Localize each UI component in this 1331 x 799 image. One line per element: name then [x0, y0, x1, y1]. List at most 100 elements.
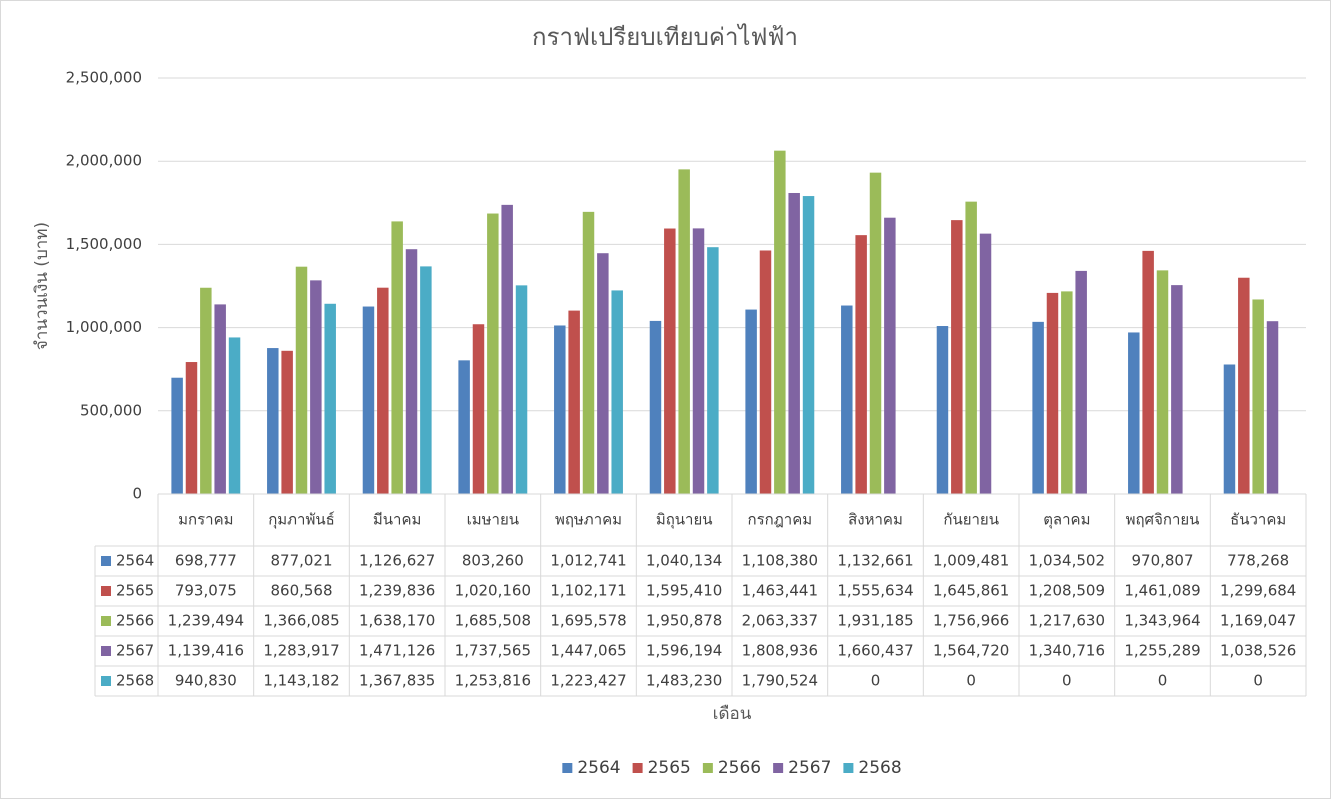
legend-label: 2567	[788, 758, 831, 778]
bar	[362, 306, 375, 494]
y-tick-label: 2,500,000	[66, 69, 142, 87]
legend-label: 2568	[858, 758, 901, 778]
bar	[979, 233, 992, 494]
bar	[692, 228, 705, 495]
bar	[1252, 299, 1264, 494]
table-cell: 1,737,565	[455, 642, 531, 660]
x-tick-label: พฤษภาคม	[555, 511, 622, 529]
x-tick-label: มีนาคม	[373, 511, 422, 529]
legend-label: 2564	[577, 758, 620, 778]
bar	[841, 305, 853, 494]
bar	[611, 290, 623, 494]
table-cell: 1,239,494	[168, 612, 244, 630]
bar	[1075, 270, 1087, 494]
legend-key	[632, 763, 643, 773]
bar	[774, 150, 786, 495]
y-tick-label: 500,000	[80, 401, 142, 419]
table-cell: 1,756,966	[933, 612, 1009, 630]
table-cell: 1,126,627	[359, 552, 435, 570]
table-cell: 1,143,182	[263, 672, 339, 690]
table-series-name: 2565	[116, 582, 154, 600]
table-cell: 1,102,171	[550, 582, 626, 600]
table-cell: 793,075	[175, 582, 237, 600]
table-cell: 1,596,194	[646, 642, 722, 660]
table-cell: 1,340,716	[1029, 642, 1105, 660]
table-cell: 1,564,720	[933, 642, 1009, 660]
bar	[745, 309, 757, 494]
table-cell: 1,461,089	[1124, 582, 1200, 600]
table-cell: 803,260	[462, 552, 524, 570]
bar	[171, 377, 183, 494]
table-cell: 1,208,509	[1029, 582, 1105, 600]
bar	[405, 249, 418, 494]
bar	[884, 217, 896, 494]
bar	[515, 285, 528, 494]
bar	[707, 247, 719, 494]
table-cell: 0	[1253, 672, 1263, 690]
bar	[1142, 250, 1154, 494]
bar	[281, 350, 293, 494]
table-cell: 0	[1158, 672, 1168, 690]
chart-title: กราฟเปรียบเทียบค่าไฟฟ้า	[532, 23, 798, 51]
bar	[649, 320, 662, 494]
legend-label: 2566	[718, 758, 761, 778]
y-tick-label: 2,000,000	[66, 152, 142, 170]
table-cell: 877,021	[270, 552, 332, 570]
bar	[228, 337, 241, 494]
table-cell: 0	[966, 672, 976, 690]
table-cell: 1,695,578	[550, 612, 626, 630]
table-cell: 1,034,502	[1029, 552, 1105, 570]
bar	[1156, 270, 1169, 494]
bar	[1171, 285, 1183, 494]
table-legend-key	[101, 556, 111, 566]
table-cell: 1,790,524	[742, 672, 818, 690]
table-cell: 1,483,230	[646, 672, 722, 690]
table-cell: 1,638,170	[359, 612, 435, 630]
table-cell: 860,568	[270, 582, 332, 600]
table-cell: 1,038,526	[1220, 642, 1296, 660]
table-cell: 1,020,160	[455, 582, 531, 600]
bar	[936, 326, 949, 494]
legend-key	[562, 763, 573, 773]
table-cell: 1,132,661	[837, 552, 913, 570]
table-legend-key	[101, 586, 111, 596]
bar	[391, 221, 403, 494]
bar	[377, 287, 389, 494]
table-cell: 1,169,047	[1220, 612, 1296, 630]
bar	[788, 192, 800, 494]
bar	[678, 169, 690, 494]
x-tick-label: สิงหาคม	[848, 511, 903, 529]
bar	[568, 310, 580, 494]
bar	[214, 304, 226, 494]
bar	[324, 303, 336, 494]
bar	[582, 211, 595, 494]
bar	[1223, 364, 1236, 494]
table-cell: 1,343,964	[1124, 612, 1200, 630]
x-tick-label: ธันวาคม	[1230, 511, 1286, 529]
bar	[200, 287, 212, 494]
table-cell: 1,950,878	[646, 612, 722, 630]
table-cell: 1,040,134	[646, 552, 722, 570]
table-cell: 778,268	[1227, 552, 1289, 570]
table-cell: 1,685,508	[455, 612, 531, 630]
table-cell: 1,366,085	[263, 612, 339, 630]
table-cell: 2,063,337	[742, 612, 818, 630]
table-cell: 1,255,289	[1124, 642, 1200, 660]
x-tick-label: กันยายน	[943, 511, 999, 529]
bar	[501, 204, 513, 494]
table-cell: 1,253,816	[455, 672, 531, 690]
table-legend-key	[101, 646, 111, 656]
bar	[1128, 332, 1140, 494]
table-cell: 1,009,481	[933, 552, 1009, 570]
bar	[869, 172, 882, 494]
bar	[1266, 321, 1279, 494]
x-tick-label: ตุลาคม	[1043, 511, 1090, 530]
table-legend-key	[101, 616, 111, 626]
legend-key	[843, 763, 854, 773]
table-legend-key	[101, 676, 111, 686]
table-cell: 1,463,441	[742, 582, 818, 600]
table-cell: 1,012,741	[550, 552, 626, 570]
table-cell: 940,830	[175, 672, 237, 690]
bar	[487, 213, 499, 494]
